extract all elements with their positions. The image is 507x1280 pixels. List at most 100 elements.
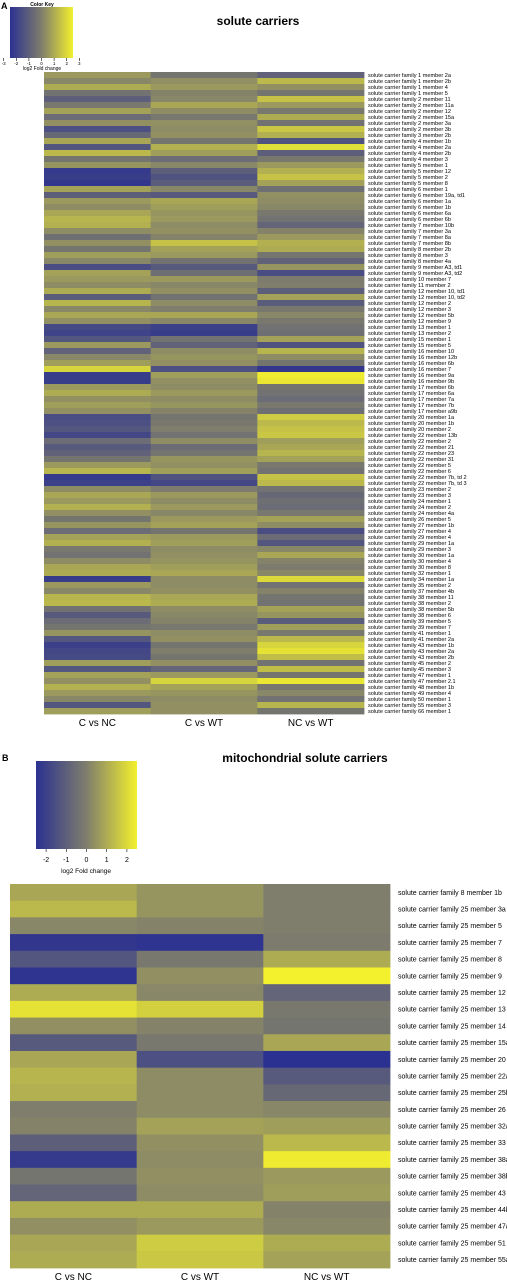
heatmap-cell — [44, 222, 152, 229]
heatmap-cell — [44, 588, 152, 595]
heatmap-cell — [44, 192, 152, 199]
column-label: C vs WT — [185, 718, 223, 729]
heatmap-cell — [44, 96, 152, 103]
heatmap-cell — [136, 967, 264, 985]
heatmap-cell — [150, 312, 258, 319]
heatmap-cell — [257, 522, 365, 529]
heatmap-cell — [10, 1067, 138, 1085]
row-label: solute carrier family 12 member 9 — [368, 319, 451, 325]
heatmap-cell — [257, 162, 365, 169]
row-label: solute carrier family 8 member 3 — [368, 253, 448, 259]
heatmap-cell — [150, 72, 258, 79]
heatmap-cell — [257, 558, 365, 565]
heatmap-cell — [150, 306, 258, 313]
heatmap-cell — [44, 438, 152, 445]
color-key-tick-label: -3 — [2, 61, 6, 66]
heatmap-cell — [44, 108, 152, 115]
heatmap-cell — [257, 312, 365, 319]
heatmap-cell — [44, 138, 152, 145]
heatmap-cell — [257, 534, 365, 541]
heatmap-cell — [257, 438, 365, 445]
row-label: solute carrier family 22 member 21 — [368, 445, 454, 451]
row-label: solute carrier family 5 member 8 — [368, 181, 448, 187]
color-key-b-xlabel: log2 Fold change — [61, 868, 111, 875]
heatmap-cell — [257, 258, 365, 265]
heatmap-cell — [257, 420, 365, 427]
heatmap-cell — [257, 504, 365, 511]
heatmap-cell — [263, 1251, 391, 1269]
heatmap-cell — [257, 318, 365, 325]
row-label: solute carrier family 25 member 33 — [398, 1140, 506, 1147]
heatmap-cell — [10, 1251, 138, 1269]
heatmap-cell — [257, 654, 365, 661]
heatmap-cell — [150, 654, 258, 661]
heatmap-cell — [44, 402, 152, 409]
heatmap-cell — [10, 884, 138, 902]
row-label: solute carrier family 30 member 1a — [368, 553, 455, 559]
row-label: solute carrier family 20 member 2 — [368, 427, 451, 433]
heatmap-cell — [150, 216, 258, 223]
heatmap-cell — [44, 234, 152, 241]
color-key-tick-label: 1 — [105, 857, 109, 864]
heatmap-cell — [44, 288, 152, 295]
heatmap-cell — [44, 678, 152, 685]
heatmap-cell — [10, 1050, 138, 1069]
heatmap-cell — [257, 696, 365, 703]
heatmap-cell — [263, 1234, 391, 1252]
heatmap-cell — [150, 588, 258, 595]
heatmap-cell — [263, 1067, 391, 1085]
heatmap-cell — [10, 1084, 138, 1102]
heatmap-cell — [257, 378, 365, 385]
row-label: solute carrier family 22 member 23 — [368, 451, 454, 457]
row-label: solute carrier family 25 member 8 — [398, 957, 502, 964]
heatmap-cell — [150, 540, 258, 547]
heatmap-cell — [136, 1084, 264, 1102]
heatmap-cell — [44, 282, 152, 289]
row-label: solute carrier family 38 member 11 — [368, 595, 454, 601]
heatmap-cell — [150, 678, 258, 685]
heatmap-cell — [257, 360, 365, 367]
heatmap-cell — [150, 690, 258, 697]
heatmap-cell — [150, 582, 258, 589]
heatmap-cell — [263, 1017, 391, 1035]
heatmap-cell — [257, 690, 365, 697]
heatmap-cell — [257, 372, 365, 379]
heatmap-cell — [10, 967, 138, 985]
row-label: solute carrier family 39 member 7 — [368, 625, 451, 631]
color-key-tick-label: 1 — [53, 61, 56, 66]
row-label: solute carrier family 25 member 55a — [398, 1257, 507, 1264]
heatmap-cell — [44, 120, 152, 127]
heatmap-cell — [44, 186, 152, 193]
heatmap-cell — [44, 570, 152, 577]
row-label: solute carrier family 25 member 38a — [398, 1157, 507, 1164]
heatmap-cell — [44, 264, 152, 271]
heatmap-cell — [136, 1151, 264, 1169]
heatmap-cell — [257, 306, 365, 313]
heatmap-cell — [44, 270, 152, 277]
heatmap-cell — [44, 132, 152, 139]
heatmap-cell — [150, 162, 258, 169]
heatmap-cell — [257, 660, 365, 667]
heatmap-cell — [136, 1167, 264, 1185]
heatmap-cell — [136, 884, 264, 902]
color-key-b-ticks: -2 -1 0 1 2 — [43, 849, 129, 864]
heatmap-a-row-labels: solute carrier family 1 member 2asolute … — [368, 73, 467, 715]
heatmap-cell — [150, 666, 258, 673]
heatmap-cell — [10, 1117, 138, 1135]
color-key-tick-label: -2 — [43, 857, 49, 864]
heatmap-cell — [150, 684, 258, 691]
heatmap-cell — [10, 1134, 138, 1152]
row-label: solute carrier family 25 member 22a — [398, 1073, 507, 1080]
row-label: solute carrier family 17 member 6b — [368, 385, 454, 391]
heatmap-cell — [257, 414, 365, 421]
heatmap-cell — [150, 498, 258, 505]
row-label: solute carrier family 3 member 2b — [368, 133, 451, 139]
heatmap-cell — [136, 900, 264, 918]
heatmap-cell — [257, 114, 365, 121]
row-label: solute carrier family 30 member 8 — [368, 565, 451, 571]
row-label: solute carrier family 25 member 20 — [398, 1057, 506, 1064]
row-label: solute carrier family 41 member 1 — [368, 631, 451, 637]
row-label: solute carrier family 22 member 13b — [368, 433, 457, 439]
color-key-tick-label: 0 — [40, 61, 43, 66]
heatmap-cell — [263, 1084, 391, 1102]
